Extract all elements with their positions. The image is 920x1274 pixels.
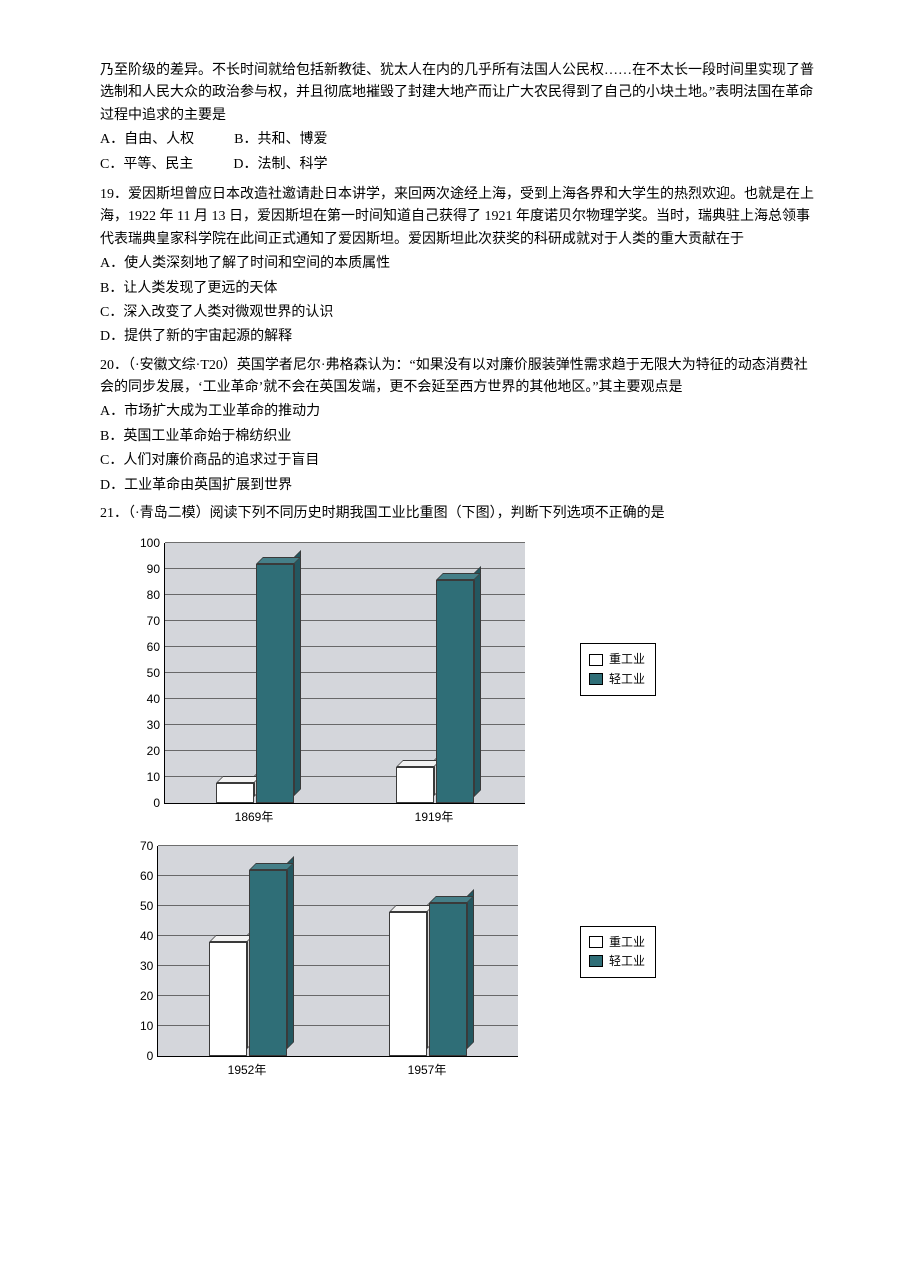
q19-stem: 19．爱因斯坦曾应日本改造社邀请赴日本讲学，来回两次途经上海，受到上海各界和大学… xyxy=(100,184,820,251)
legend-label: 轻工业 xyxy=(609,952,645,971)
bar xyxy=(209,942,247,1056)
legend-item: 重工业 xyxy=(589,650,645,669)
pre-paragraph: 乃至阶级的差异。不长时间就给包括新教徒、犹太人在内的几乎所有法国人公民权……在不… xyxy=(100,60,820,127)
x-label: 1957年 xyxy=(337,1061,517,1080)
bar xyxy=(256,564,294,803)
bar-group xyxy=(165,543,345,803)
bar-group xyxy=(338,846,518,1056)
q20-option-b: B．英国工业革命始于棉纺织业 xyxy=(100,426,820,448)
q20-stem: 20．（·安徽文综·T20）英国学者尼尔·弗格森认为：“如果没有以对廉价服装弹性… xyxy=(100,355,820,400)
q20-option-c: C．人们对廉价商品的追求过于盲目 xyxy=(100,450,820,472)
pre-option-a: A．自由、人权 xyxy=(100,129,194,151)
q19-option-a: A．使人类深刻地了解了时间和空间的本质属性 xyxy=(100,253,820,275)
legend-item: 轻工业 xyxy=(589,670,645,689)
bars-row xyxy=(158,846,518,1056)
legend: 重工业轻工业 xyxy=(580,926,656,978)
plot-area xyxy=(157,846,518,1057)
bar-group xyxy=(345,543,525,803)
pre-option-c: C．平等、民主 xyxy=(100,154,193,176)
legend-label: 重工业 xyxy=(609,650,645,669)
x-label: 1952年 xyxy=(157,1061,337,1080)
legend-label: 轻工业 xyxy=(609,670,645,689)
bar xyxy=(216,783,254,804)
chart-1: 10090807060504030201001869年1919年 重工业轻工业 xyxy=(140,543,700,827)
x-axis: 1952年1957年 xyxy=(157,1061,517,1080)
x-label: 1869年 xyxy=(164,808,344,827)
pre-option-b: B．共和、博爱 xyxy=(234,129,327,151)
legend-swatch xyxy=(589,654,603,666)
bar xyxy=(389,912,427,1056)
bar xyxy=(396,767,434,803)
q19-option-b: B．让人类发现了更远的天体 xyxy=(100,278,820,300)
q19-option-d: D．提供了新的宇宙起源的解释 xyxy=(100,326,820,348)
legend-label: 重工业 xyxy=(609,933,645,952)
bar xyxy=(429,903,467,1056)
bar-group xyxy=(158,846,338,1056)
bar xyxy=(436,580,474,804)
chart-2: 7060504030201001952年1957年 重工业轻工业 xyxy=(140,846,700,1080)
q19-option-c: C．深入改变了人类对微观世界的认识 xyxy=(100,302,820,324)
q21-stem: 21．（·青岛二模）阅读下列不同历史时期我国工业比重图（下图），判断下列选项不正… xyxy=(100,503,820,525)
pre-option-d: D．法制、科学 xyxy=(233,154,327,176)
q20-option-a: A．市场扩大成为工业革命的推动力 xyxy=(100,401,820,423)
legend-item: 重工业 xyxy=(589,933,645,952)
x-axis: 1869年1919年 xyxy=(164,808,524,827)
plot-area xyxy=(164,543,525,804)
x-label: 1919年 xyxy=(344,808,524,827)
bars-row xyxy=(165,543,525,803)
legend: 重工业轻工业 xyxy=(580,643,656,695)
legend-swatch xyxy=(589,673,603,685)
legend-item: 轻工业 xyxy=(589,952,645,971)
y-axis: 1009080706050403020100 xyxy=(140,543,164,803)
y-axis: 706050403020100 xyxy=(140,846,157,1056)
q20-option-d: D．工业革命由英国扩展到世界 xyxy=(100,475,820,497)
legend-swatch xyxy=(589,936,603,948)
legend-swatch xyxy=(589,955,603,967)
bar xyxy=(249,870,287,1056)
